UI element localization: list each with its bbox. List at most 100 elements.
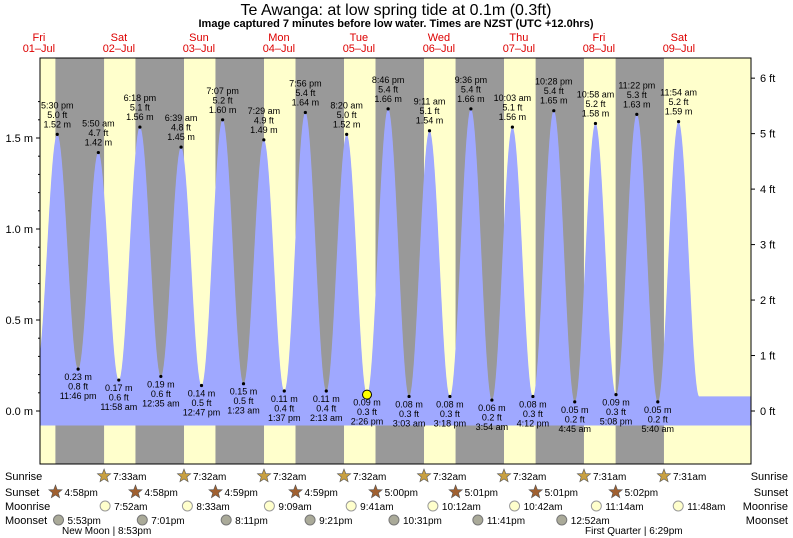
row-label-moonrise-left: Moonrise [5,501,50,513]
y-tick-label-m: 0.5 m [5,315,33,327]
moonrise-icon [181,500,193,512]
day-label-dow: Fri [32,32,45,44]
tide-point [407,394,411,399]
sunrise-time: 7:31am [673,472,706,483]
sunset-icon [208,484,224,499]
moonrise-time: 10:12am [442,502,481,513]
tide-label: 7:07 pm [206,86,239,96]
tide-label: 0.15 m [230,387,258,397]
day-label-dow: Sat [671,32,688,44]
chart-subtitle: Image captured 7 minutes before low wate… [198,18,593,30]
day-label-date: 07–Jul [503,43,535,55]
tide-point [55,132,59,136]
sunset-icon [127,484,143,499]
tide-label: 0.5 ft [234,396,255,406]
row-label-sunrise-right: Sunrise [751,471,788,483]
y-tick-label-ft: 0 ft [760,406,775,418]
sunset-icon [608,484,624,499]
moonset-time: 11:41pm [487,516,525,527]
tide-point [324,389,328,393]
sunrise-icon [96,468,112,483]
day-label-dow: Wed [428,32,450,44]
moonrise-time: 9:41am [360,502,393,513]
day-label-dow: Sun [189,32,209,44]
tide-label: 1.42 m [85,138,113,148]
tide-label: 12:35 am [142,398,180,408]
tide-label: 1.56 m [499,112,527,122]
tide-label: 0.3 ft [440,409,461,419]
y-tick-label-ft: 4 ft [760,184,775,196]
tide-label: 1.60 m [209,105,237,115]
tide-label: 0.05 m [561,405,589,415]
tide-label: 1.59 m [665,107,693,117]
tide-label: 2:13 am [310,413,343,423]
sunrise-icon [416,468,432,483]
sunrise-time: 7:33am [113,472,146,483]
tide-label: 4.8 ft [171,123,192,133]
tide-label: 5.0 ft [47,110,68,120]
tide-label: 4.7 ft [88,128,109,138]
tide-point [593,121,598,126]
tide-label: 5.0 ft [337,110,358,120]
tide-label: 5.1 ft [420,106,441,116]
sunset-time: 4:59pm [225,488,258,499]
tide-point [159,374,163,379]
tide-label: 5.1 ft [502,103,523,113]
moonset-time: 8:11pm [235,516,268,527]
moonrise-time: 11:48am [687,502,725,513]
sunset-icon [448,484,464,499]
chart-title: Te Awanga: at low spring tide at 0.1m (0… [241,2,552,19]
tide-point [510,125,514,129]
tide-label: 1:23 am [227,406,260,416]
tide-label: 9:11 am [414,97,446,107]
tide-label: 0.09 m [602,398,630,408]
tide-label: 0.11 m [271,394,298,404]
y-tick-label-m: 1.0 m [5,224,33,236]
y-tick-label-m: 0.0 m [5,406,33,418]
day-label-date: 08–Jul [583,43,615,55]
tide-label: 1.52 m [43,119,71,129]
tide-label: 5.4 ft [295,88,316,98]
tide-label: 0.08 m [395,399,423,409]
tide-point [656,400,660,404]
moonset-icon [472,514,484,526]
tide-label: 10:28 pm [535,77,573,87]
moon-phase-label: First Quarter | 6:29pm [585,526,683,537]
tide-point [427,129,432,133]
tide-label: 7:56 pm [289,79,322,89]
tide-label: 10:03 am [494,93,532,103]
sunset-time: 5:01pm [465,488,498,499]
tide-label: 1.58 m [582,108,610,118]
tide-label: 1.54 m [416,116,444,126]
tide-label: 0.2 ft [565,414,586,424]
tide-point [241,382,246,386]
tide-label: 12:47 pm [183,408,221,418]
y-tick-label-ft: 6 ft [760,73,775,85]
tide-label: 0.2 ft [482,413,503,423]
moonrise-time: 8:33am [196,502,229,513]
tide-point [614,393,618,397]
tide-label: 5:30 pm [41,100,74,110]
sunrise-icon [576,468,592,483]
plot-frame [39,57,752,465]
moonset-time: 10:31pm [403,516,442,527]
moonset-time: 12:52am [571,516,610,527]
tide-label: 5.4 ft [461,84,482,94]
moon-phase-label: New Moon | 8:53pm [62,526,151,537]
tide-label: 4:45 am [558,424,591,434]
tide-label: 11:54 am [660,88,697,98]
row-label-moonrise-right: Moonrise [743,501,788,513]
moonset-time: 9:21pm [319,516,352,527]
tide-point [76,367,80,371]
moonset-icon [556,514,568,526]
tide-point [552,109,556,113]
tide-label: 6:18 pm [124,93,157,103]
sunrise-time: 7:32am [353,472,386,483]
day-label-date: 09–Jul [663,43,695,55]
tide-label: 0.3 ft [606,407,627,417]
tide-point [676,120,681,124]
day-label-date: 03–Jul [183,43,215,55]
tide-point [490,398,494,402]
tide-label: 0.19 m [147,379,175,389]
